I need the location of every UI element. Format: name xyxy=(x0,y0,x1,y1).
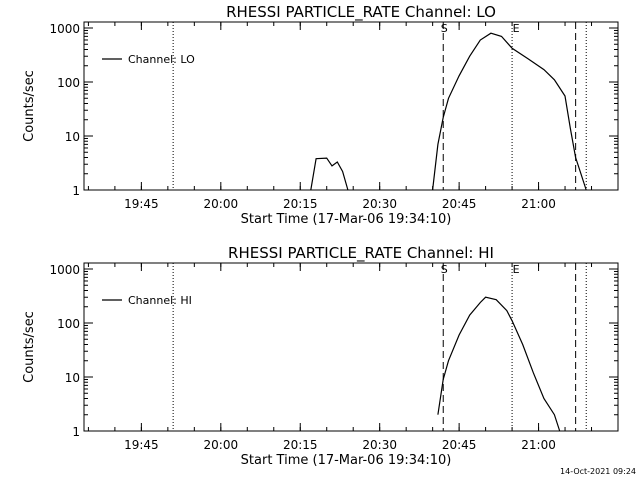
chart-title: RHESSI PARTICLE_RATE Channel: HI xyxy=(228,244,494,263)
start-marker: S xyxy=(441,22,448,35)
y-tick-label: 100 xyxy=(57,76,80,90)
legend-label: Channel: LO xyxy=(128,53,195,66)
chart-panel-2: RHESSI PARTICLE_RATE Channel: HI Counts/s… xyxy=(22,244,619,468)
start-marker: S xyxy=(441,263,448,276)
y-axis-label: Counts/sec xyxy=(22,311,37,383)
x-tick-label: 20:45 xyxy=(442,197,477,211)
series-line-segment-2 xyxy=(432,32,587,191)
x-tick-label: 20:00 xyxy=(204,197,239,211)
y-tick-label: 1 xyxy=(72,184,80,198)
y-tick-label: 10 xyxy=(65,371,80,385)
end-marker: E xyxy=(513,22,520,35)
x-axis-label: Start Time (17-Mar-06 19:34:10) xyxy=(241,453,452,468)
x-tick-label: 21:00 xyxy=(521,438,556,452)
x-tick-label: 19:45 xyxy=(124,197,159,211)
series-line-segment-1 xyxy=(437,296,561,432)
x-tick-label: 20:45 xyxy=(442,438,477,452)
series-line-segment-1 xyxy=(310,157,349,191)
footer-timestamp: 14-Oct-2021 09:24 xyxy=(560,467,636,476)
chart-panel-1: RHESSI PARTICLE_RATE Channel: LO Counts/s… xyxy=(22,3,619,227)
y-tick-label: 10 xyxy=(65,130,80,144)
end-marker: E xyxy=(513,263,520,276)
plot-frame xyxy=(83,262,619,432)
y-tick-label: 1000 xyxy=(49,263,80,277)
x-tick-label: 20:15 xyxy=(283,197,318,211)
x-axis-label: Start Time (17-Mar-06 19:34:10) xyxy=(241,212,452,227)
y-tick-label: 1 xyxy=(72,425,80,439)
legend-label: Channel: HI xyxy=(128,294,192,307)
y-tick-label: 1000 xyxy=(49,22,80,36)
x-tick-label: 20:00 xyxy=(204,438,239,452)
x-tick-label: 19:45 xyxy=(124,438,159,452)
x-tick-label: 20:30 xyxy=(362,197,397,211)
x-tick-label: 20:30 xyxy=(362,438,397,452)
y-tick-label: 100 xyxy=(57,317,80,331)
x-tick-label: 20:15 xyxy=(283,438,318,452)
plot-frame xyxy=(83,21,619,191)
y-axis-label: Counts/sec xyxy=(22,70,37,142)
chart-title: RHESSI PARTICLE_RATE Channel: LO xyxy=(226,3,496,22)
x-tick-label: 21:00 xyxy=(521,197,556,211)
